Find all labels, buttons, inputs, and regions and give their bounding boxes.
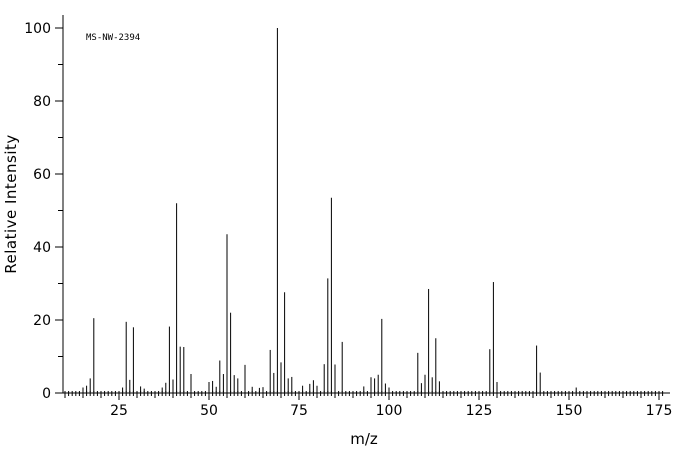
- x-tick-label: 100: [376, 403, 403, 419]
- x-tick-label: 25: [110, 403, 128, 419]
- y-tick-label: 0: [42, 386, 51, 402]
- y-axis-title: Relative Intensity: [2, 134, 20, 274]
- y-tick-label: 40: [33, 240, 51, 256]
- x-tick-label: 150: [556, 403, 583, 419]
- spectrum-id-label: MS-NW-2394: [86, 33, 141, 43]
- x-tick-label: 175: [646, 403, 673, 419]
- y-tick-label: 100: [24, 21, 51, 37]
- y-tick-label: 80: [33, 94, 51, 110]
- x-tick-label: 125: [466, 403, 493, 419]
- x-axis-title: m/z: [350, 430, 378, 448]
- x-tick-label: 50: [200, 403, 218, 419]
- y-tick-label: 60: [33, 167, 51, 183]
- y-tick-label: 20: [33, 313, 51, 329]
- x-tick-label: 75: [290, 403, 308, 419]
